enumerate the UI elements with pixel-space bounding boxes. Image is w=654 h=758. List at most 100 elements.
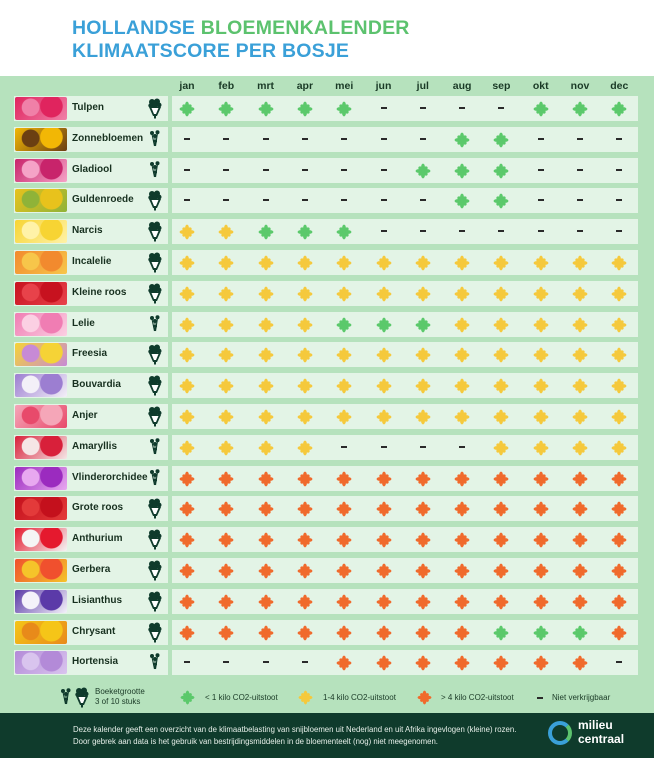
yellow-flower-icon [218, 409, 234, 425]
not-available-dash [223, 168, 230, 171]
green-flower-icon [376, 317, 392, 333]
orange-flower-icon [415, 625, 431, 641]
flower-name: Grote roos [72, 502, 124, 514]
yellow-flower-icon [218, 378, 234, 394]
not-available-dash [577, 137, 583, 140]
orange-flower-icon [454, 625, 470, 641]
bouquet-small-icon [147, 160, 163, 186]
orange-flower-icon [611, 501, 627, 517]
yellow-flower-icon [376, 347, 392, 363]
yellow-flower-icon [336, 378, 352, 394]
score-bar [172, 496, 638, 522]
month-label-dec: dec [610, 80, 629, 92]
green-flower-icon [493, 625, 509, 641]
orange-flower-icon [297, 501, 313, 517]
orange-flower-icon [454, 532, 470, 548]
flower-row: Freesia [14, 342, 638, 368]
flower-photo [15, 405, 67, 428]
month-label-jun: jun [375, 80, 392, 92]
flower-name: Lelie [72, 317, 95, 329]
green-flower-icon [572, 625, 588, 641]
yellow-flower-icon [415, 378, 431, 394]
bouquet-large-icon [147, 283, 163, 309]
yellow-flower-icon [179, 255, 195, 271]
flower-name-cell: Chrysant [14, 619, 168, 648]
yellow-flower-icon [611, 286, 627, 302]
yellow-flower-icon [258, 409, 274, 425]
green-flower-icon [297, 224, 313, 240]
not-available-dash [616, 661, 623, 664]
orange-flower-icon [179, 501, 195, 517]
yellow-flower-icon [611, 440, 627, 456]
orange-flower-icon [611, 471, 627, 487]
yellow-flower-icon [258, 255, 274, 271]
yellow-flower-icon [297, 440, 313, 456]
flower-photo [15, 281, 67, 305]
not-available-dash [301, 137, 308, 140]
orange-flower-icon [533, 594, 549, 610]
orange-flower-icon [297, 625, 313, 641]
orange-flower-icon [493, 594, 509, 610]
green-flower-icon [533, 101, 549, 117]
yellow-flower-icon [454, 286, 470, 302]
flower-photo [15, 651, 67, 675]
orange-flower-icon [533, 655, 549, 671]
yellow-flower-icon [179, 286, 195, 302]
flower-name-cell: Vlinderorchidee [14, 465, 168, 491]
month-label-feb: feb [218, 80, 235, 92]
orange-flower-icon [218, 471, 234, 487]
month-label-nov: nov [570, 80, 590, 92]
yellow-flower-icon [454, 317, 470, 333]
score-bar [172, 250, 638, 275]
flower-photo [15, 220, 67, 244]
flower-name-cell: Gerbera [14, 558, 168, 583]
score-bar [172, 280, 638, 306]
bouquet-large-icon [74, 687, 90, 713]
orange-flower-icon [376, 471, 392, 487]
not-available-dash [262, 199, 269, 202]
green-flower-icon [493, 132, 509, 148]
score-bar [172, 434, 638, 460]
score-bar [172, 650, 638, 676]
not-available-dash [537, 230, 544, 233]
flower-photo [15, 620, 67, 644]
flower-name: Gerbera [72, 564, 111, 575]
month-label-okt: okt [532, 80, 549, 92]
bouquet-large-icon [147, 622, 163, 648]
orange-flower-icon [533, 532, 549, 548]
yellow-flower-icon [611, 317, 627, 333]
not-available-dash [262, 661, 269, 664]
flower-photo [15, 127, 67, 151]
score-bar [172, 311, 638, 337]
yellow-flower-icon [611, 409, 627, 425]
bouquet-large-icon [147, 221, 163, 247]
not-available-dash [498, 107, 505, 109]
score-bar [172, 527, 638, 553]
bouquet-size-icons [58, 687, 90, 713]
orange-flower-icon [376, 501, 392, 517]
orange-flower-icon [179, 625, 195, 641]
bouquet-large-icon [147, 529, 163, 555]
yellow-flower-icon [493, 440, 509, 456]
footer-text-line1: Deze kalender geeft een overzicht van de… [73, 725, 517, 734]
green-flower-icon [258, 101, 274, 117]
yellow-flower-icon [376, 286, 392, 302]
orange-flower-icon [572, 563, 588, 579]
green-flower-icon [415, 317, 431, 333]
green-flower-icon [493, 193, 509, 209]
flower-row: Gladiool [14, 157, 638, 186]
flower-name: Vlinderorchidee [72, 471, 148, 483]
orange-flower-icon [611, 563, 627, 579]
yellow-flower-icon [493, 255, 509, 271]
flower-name: Hortensia [72, 656, 119, 668]
yellow-flower-icon [218, 317, 234, 333]
yellow-flower-icon [336, 347, 352, 363]
flower-row: Hortensia [14, 650, 638, 676]
yellow-flower-icon [415, 255, 431, 271]
legend-green-flower-icon [180, 690, 195, 705]
not-available-dash [577, 199, 583, 202]
bouquet-large-icon [147, 498, 163, 524]
not-available-dash [341, 445, 348, 448]
flower-row: Gerbera [14, 558, 638, 583]
not-available-dash [184, 137, 190, 140]
